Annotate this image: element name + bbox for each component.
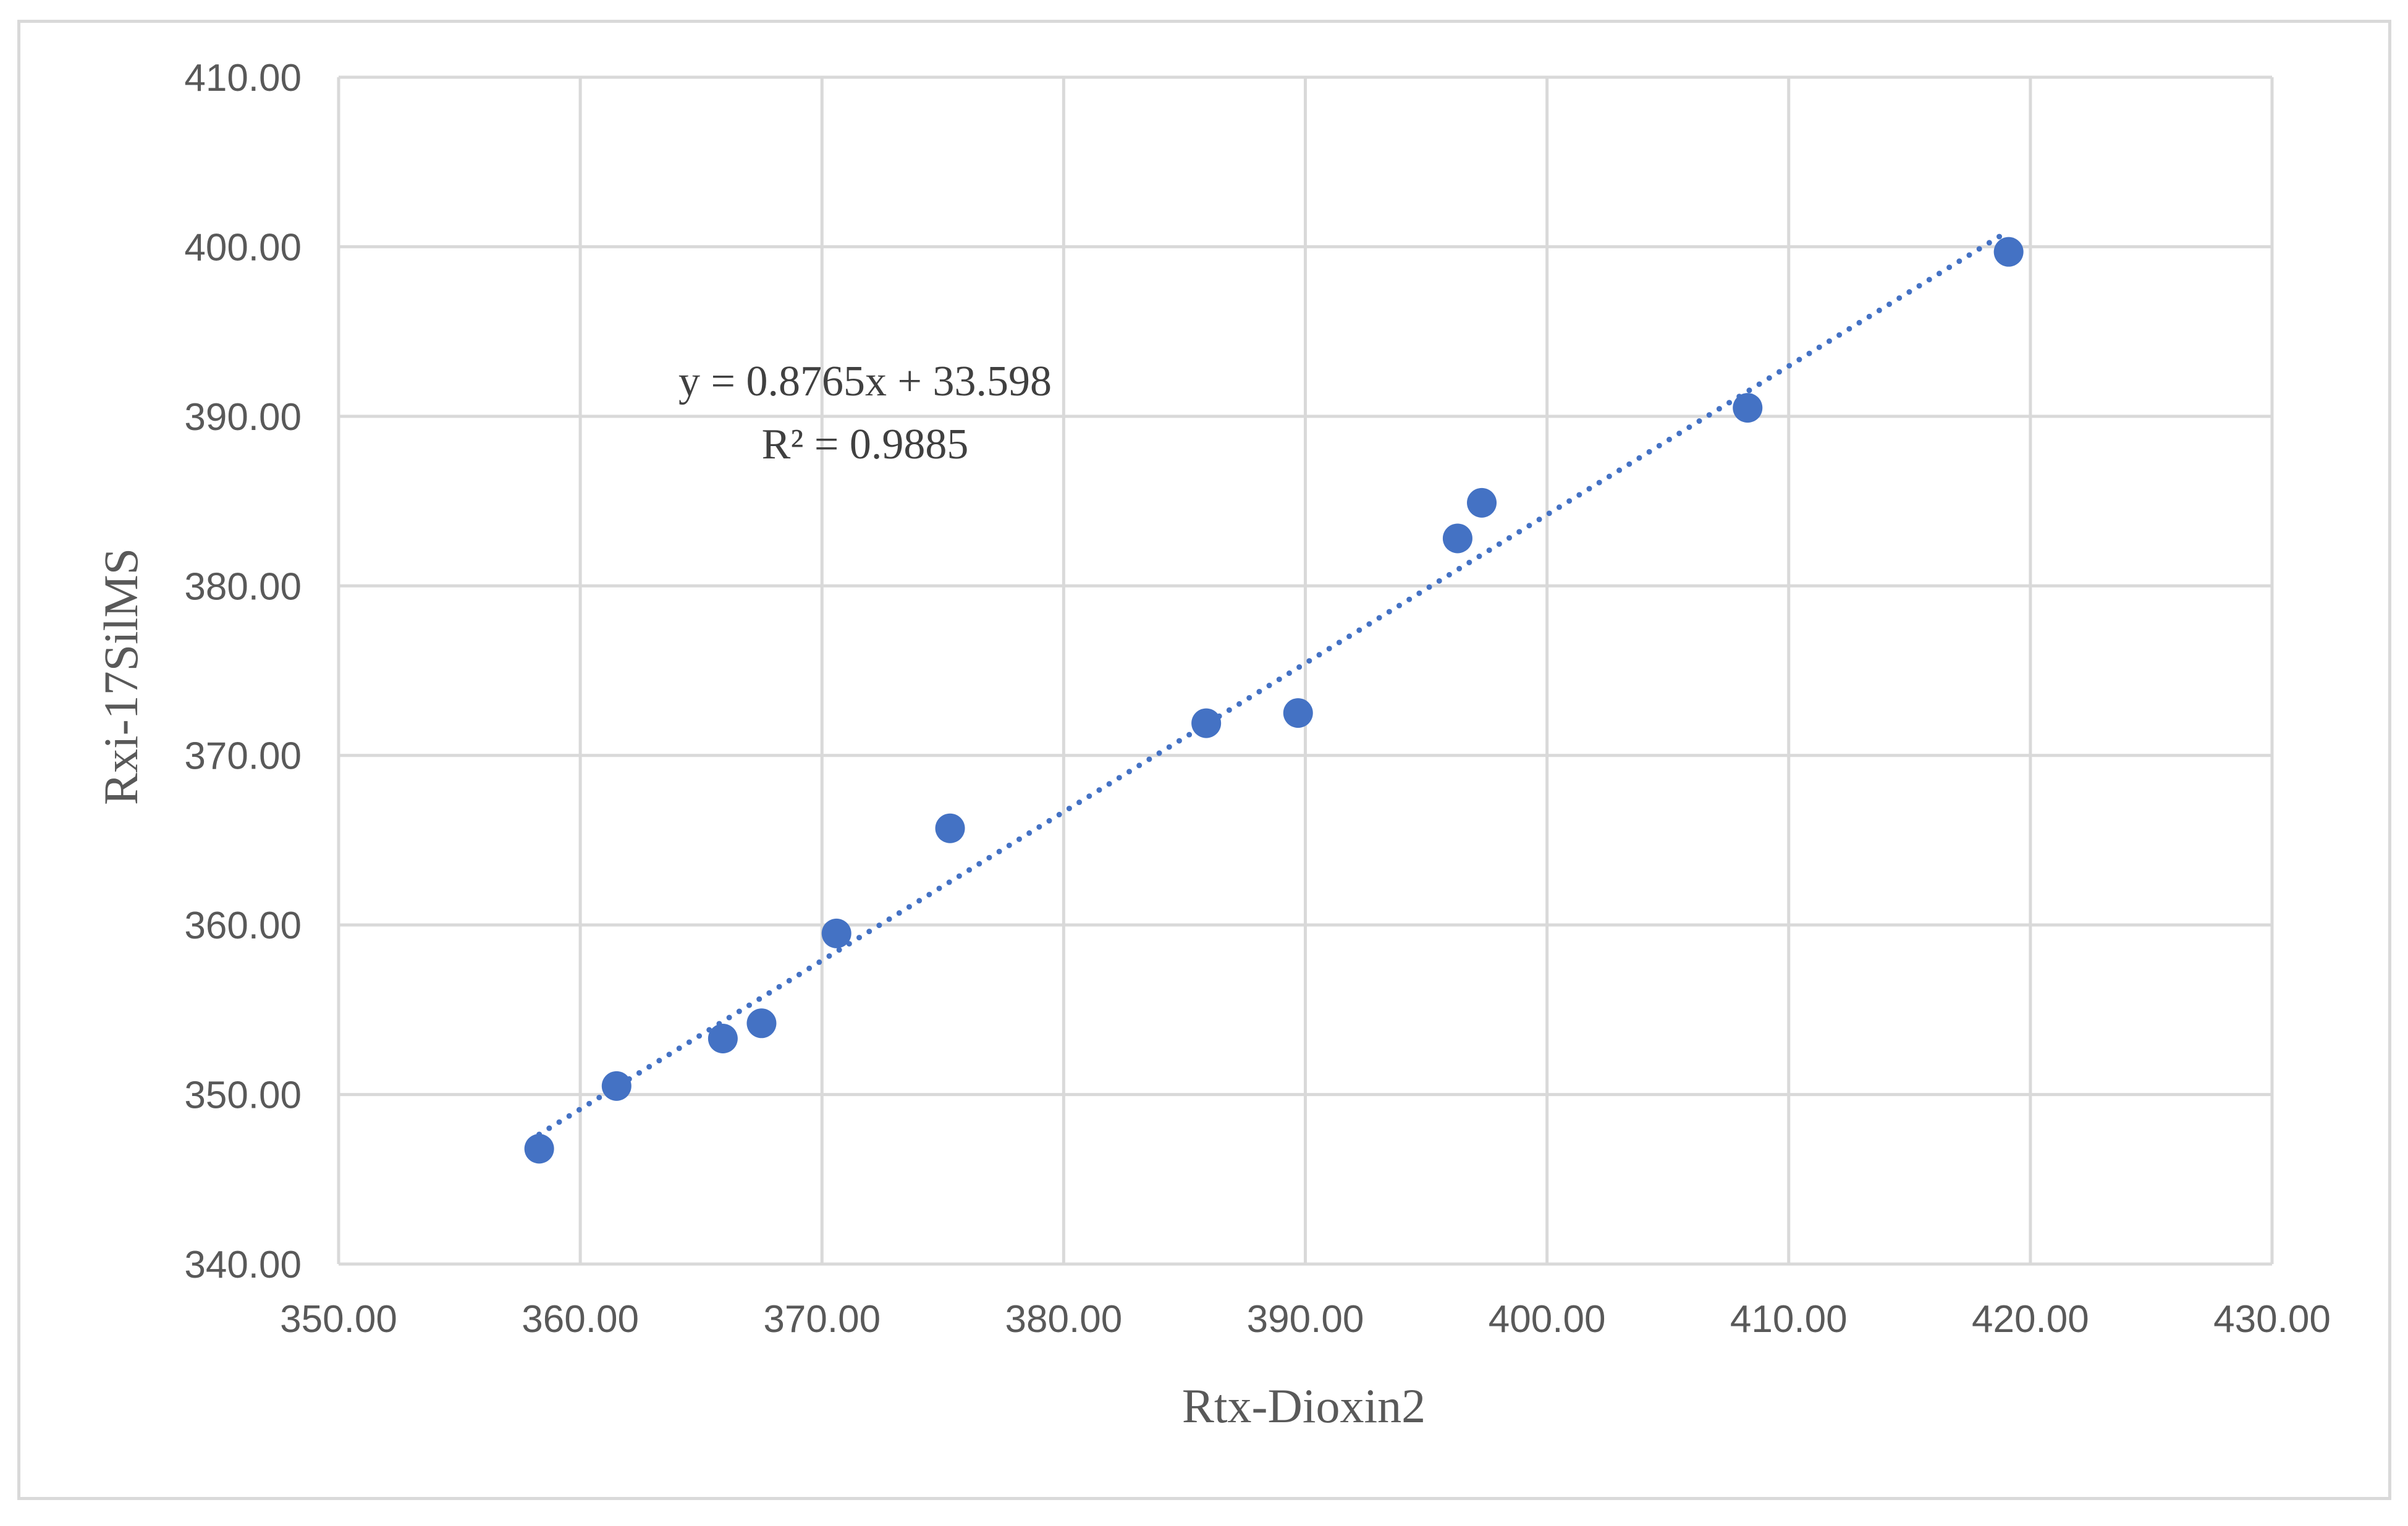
data-point (708, 1024, 738, 1054)
data-point (821, 918, 851, 948)
x-axis-title: Rtx-Dioxin2 (1182, 1379, 1426, 1433)
y-tick-label: 340.00 (184, 1244, 302, 1286)
data-point (746, 1008, 777, 1039)
y-axis-title: Rxi-17SilMS (94, 548, 148, 805)
data-point (1191, 708, 1222, 738)
data-point (1467, 487, 1497, 518)
y-tick-label: 380.00 (184, 565, 302, 608)
y-tick-label: 360.00 (184, 904, 302, 947)
gridlines (337, 75, 2274, 1266)
data-point (935, 813, 965, 843)
x-tick-label: 370.00 (763, 1298, 881, 1341)
chart-frame (17, 20, 2391, 1500)
y-tick-label: 350.00 (184, 1074, 302, 1117)
y-tick-label: 400.00 (184, 226, 302, 269)
trendline-equation: y = 0.8765x + 33.598 (678, 358, 1052, 405)
y-tick-label: 390.00 (184, 396, 302, 439)
data-point (1733, 393, 1763, 423)
y-tick-label: 370.00 (184, 735, 302, 778)
x-axis-tick-labels: 350.00 360.00 370.00 380.00 390.00 400.00 410.… (280, 1298, 2331, 1341)
data-point (1993, 237, 2024, 267)
x-tick-label: 350.00 (280, 1298, 397, 1341)
data-point (601, 1071, 632, 1101)
x-tick-label: 420.00 (1972, 1298, 2089, 1341)
x-tick-label: 410.00 (1730, 1298, 1848, 1341)
x-tick-label: 390.00 (1247, 1298, 1364, 1341)
x-tick-label: 430.00 (2213, 1298, 2331, 1341)
x-tick-label: 400.00 (1489, 1298, 1606, 1341)
y-axis-tick-labels: 340.00 350.00 360.00 370.00 380.00 390.00 400.… (184, 57, 302, 1286)
data-point (1442, 523, 1472, 554)
y-tick-label: 410.00 (184, 57, 302, 99)
data-point (524, 1134, 554, 1164)
x-tick-label: 360.00 (522, 1298, 639, 1341)
trendline-r-squared: R² = 0.9885 (762, 421, 969, 468)
data-points (524, 237, 2024, 1164)
x-tick-label: 380.00 (1005, 1298, 1123, 1341)
data-point (1283, 698, 1313, 728)
